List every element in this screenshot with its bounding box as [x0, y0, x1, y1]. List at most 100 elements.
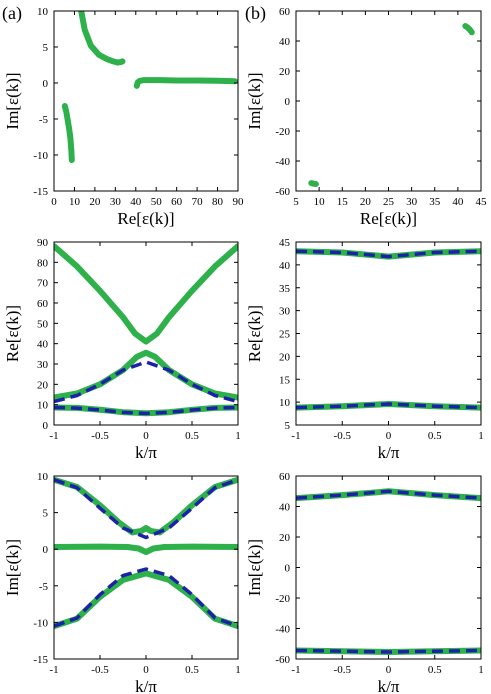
y-tick-label: 30 [37, 359, 49, 371]
plot-frame [53, 10, 239, 192]
series-green-1 [54, 349, 238, 401]
series-green-1 [308, 180, 319, 188]
y-tick-label: 45 [279, 237, 291, 249]
y-tick-label: -20 [275, 126, 290, 138]
y-tick-label: 40 [37, 339, 49, 351]
y-tick-label: 20 [37, 379, 49, 391]
series-green-0 [462, 23, 475, 36]
y-axis-label: Im[ε(k)] [3, 539, 22, 596]
y-axis-label: Re[ε(k)] [3, 305, 22, 362]
x-tick-label: 30 [406, 196, 418, 208]
series-blue-dashed-3 [54, 478, 238, 540]
x-tick-label: -1 [49, 430, 58, 442]
y-tick-label: -5 [39, 581, 49, 593]
y-tick-label: 70 [37, 278, 49, 290]
x-axis-label: k/π [378, 677, 400, 694]
x-tick-label: 45 [476, 196, 488, 208]
panel-label-b: (b) [245, 3, 266, 24]
y-tick-label: 10 [279, 397, 291, 409]
x-tick-label: 70 [192, 196, 204, 208]
y-tick-label: -20 [275, 593, 290, 605]
x-tick-label: -0.5 [334, 664, 352, 676]
chart-a-top: 0 10 20 30 40 50 60 70 80 90 -15 -10 -5 0 5 10 Re[ε(k)] I… [3, 6, 244, 228]
x-axis-label: k/π [378, 443, 400, 462]
x-tick-label: 80 [212, 196, 224, 208]
x-tick-label: 50 [151, 196, 163, 208]
series-group [54, 476, 238, 630]
y-tick-label: 5 [43, 42, 49, 54]
x-tick-label: 1 [235, 664, 241, 676]
y-tick-label: 0 [285, 96, 291, 108]
series-green-0 [54, 476, 238, 536]
series-green-0 [54, 243, 238, 345]
y-tick-label: 20 [279, 532, 291, 544]
y-tick-label: 35 [279, 283, 291, 295]
x-tick-label: 40 [452, 196, 464, 208]
y-tick-label: 40 [279, 502, 291, 514]
chart-a-bot: -1 -0.5 0 0.5 1 -15 -10 -5 0 5 10 k/π Im[ε(k)] [3, 471, 241, 694]
y-tick-label: 0 [43, 420, 49, 432]
y-tick-label: 5 [43, 508, 49, 520]
x-tick-label: 20 [89, 196, 101, 208]
y-tick-label: 50 [37, 318, 49, 330]
panel-label-a: (a) [2, 3, 22, 24]
y-tick-label: -60 [275, 654, 290, 666]
x-tick-label: 5 [293, 196, 299, 208]
y-tick-label: 60 [279, 471, 291, 483]
x-axis-label: k/π [135, 677, 157, 694]
series-blue-dashed-4 [54, 567, 238, 628]
series-blue-dashed-3 [296, 402, 481, 410]
chart-a-mid: -1 -0.5 0 0.5 10102030405060708090k/πRe[ε(k)… [3, 237, 241, 462]
series-green-2 [54, 570, 238, 630]
y-tick-label: 0 [285, 563, 291, 575]
y-tick-label: 0 [43, 544, 49, 556]
x-tick-label: 20 [360, 196, 372, 208]
y-tick-label: 90 [37, 237, 49, 249]
series-group [54, 243, 238, 417]
x-tick-label: 15 [337, 196, 349, 208]
y-tick-label: -5 [39, 114, 49, 126]
x-tick-label: 25 [383, 196, 395, 208]
series-green-1 [54, 543, 238, 556]
plot-frame [295, 10, 482, 192]
x-tick-label: -0.5 [91, 430, 109, 442]
y-tick-label: 15 [279, 374, 291, 386]
x-tick-label: 0 [143, 430, 149, 442]
x-tick-label: 0.5 [185, 430, 199, 442]
y-axis-label: Im[ε(k)] [245, 539, 264, 596]
y-tick-label: -60 [275, 186, 290, 198]
x-tick-label: 0.5 [428, 430, 442, 442]
x-tick-label: 1 [478, 664, 484, 676]
x-axis-label: k/π [135, 443, 157, 462]
y-tick-label: 20 [279, 66, 291, 78]
series-group [296, 488, 481, 655]
x-tick-label: 60 [171, 196, 183, 208]
y-tick-label: 30 [279, 306, 291, 318]
y-axis-label: Im[ε(k)] [245, 72, 264, 129]
x-tick-label: 10 [69, 196, 81, 208]
chart-b-top: 5 10 15 20 25 30 35 40 45 -60 -40 -20 0 20 40 60 Re[ε(k)… [245, 6, 487, 228]
y-tick-label: 80 [37, 257, 49, 269]
x-tick-label: 30 [110, 196, 122, 208]
x-tick-label: -1 [291, 430, 300, 442]
series-blue-dashed-4 [54, 405, 238, 416]
y-tick-label: 20 [279, 351, 291, 363]
series-green-0 [78, 11, 126, 66]
y-tick-label: 10 [37, 400, 49, 412]
series-green-2 [61, 103, 75, 163]
series-group [308, 23, 475, 188]
charts-group: 0 10 20 30 40 50 60 70 80 90-15-10-50510Re[ε(k)]I… [3, 6, 487, 694]
x-axis-label: Re[ε(k)] [360, 209, 417, 228]
series-blue-dashed-3 [54, 360, 238, 404]
series-group [296, 248, 481, 411]
y-tick-label: -15 [33, 654, 48, 666]
x-tick-label: 1 [235, 430, 241, 442]
x-tick-label: -0.5 [91, 664, 109, 676]
y-tick-label: 10 [37, 6, 49, 18]
y-tick-label: 40 [279, 260, 291, 272]
y-tick-label: 10 [37, 471, 49, 483]
y-axis-label: Im[ε(k)] [3, 72, 22, 129]
y-tick-label: -40 [275, 624, 290, 636]
